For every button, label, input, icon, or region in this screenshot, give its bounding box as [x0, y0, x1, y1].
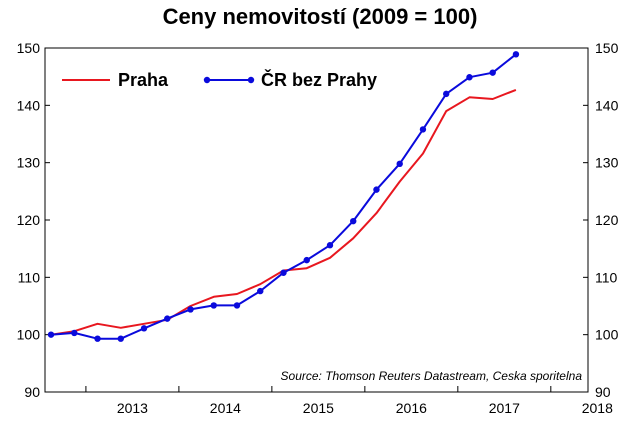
data-point: [373, 186, 380, 193]
data-point: [233, 302, 241, 309]
x-tick-label: 2017: [489, 400, 520, 416]
legend-marker: [247, 76, 255, 84]
y-tick-label-left: 100: [17, 327, 41, 343]
y-tick-label-left: 140: [17, 97, 41, 113]
chart-title: Ceny nemovitostí (2009 = 100): [162, 4, 478, 29]
data-point: [94, 335, 101, 342]
legend: Praha ČR bez Prahy: [62, 69, 377, 90]
legend-label-1: Praha: [118, 70, 169, 90]
y-axis-right: 90 100 110 120 130 140 150: [583, 40, 619, 400]
data-point: [164, 315, 171, 322]
y-tick-label-left: 130: [17, 155, 41, 171]
data-point: [187, 306, 194, 313]
data-point: [117, 335, 124, 342]
data-point: [326, 242, 334, 249]
legend-marker: [203, 76, 211, 84]
x-tick-label: 2015: [303, 400, 334, 416]
series-layer: [47, 51, 520, 342]
data-point: [489, 69, 496, 76]
y-tick-label-left: 120: [17, 212, 41, 228]
data-point: [303, 256, 310, 264]
y-tick-label-right: 130: [595, 155, 619, 171]
data-point: [140, 325, 148, 332]
y-tick-label-right: 150: [595, 40, 619, 56]
data-point: [443, 90, 450, 98]
data-point: [466, 74, 473, 81]
data-point: [210, 302, 217, 309]
y-axis-left: 90 100 110 120 130 140 150: [17, 40, 50, 400]
data-point: [71, 329, 78, 337]
series-line-1: [50, 88, 517, 336]
y-tick-label-right: 100: [595, 327, 619, 343]
x-axis: 2013 2014 2015 2016 2017 2018: [85, 386, 613, 416]
y-tick-label-right: 110: [595, 269, 618, 285]
data-point: [396, 160, 403, 168]
y-tick-label-left: 110: [18, 269, 41, 285]
data-point: [257, 287, 264, 295]
source-note: Source: Thomson Reuters Datastream, Cesk…: [281, 369, 583, 383]
y-tick-label-left: 90: [24, 384, 40, 400]
y-tick-label-right: 120: [595, 212, 619, 228]
plot-frame: [44, 47, 589, 393]
y-tick-label-left: 150: [17, 40, 41, 56]
y-tick-label-right: 90: [595, 384, 611, 400]
data-point: [350, 217, 357, 225]
data-point: [419, 126, 427, 133]
data-point: [47, 331, 55, 338]
legend-label-2: ČR bez Prahy: [261, 69, 377, 90]
x-tick-label: 2016: [396, 400, 427, 416]
x-tick-label: 2018: [582, 400, 613, 416]
x-tick-label: 2014: [210, 400, 241, 416]
y-tick-label-right: 140: [595, 97, 619, 113]
data-point: [512, 51, 520, 58]
data-point: [280, 269, 287, 276]
x-tick-label: 2013: [117, 400, 148, 416]
